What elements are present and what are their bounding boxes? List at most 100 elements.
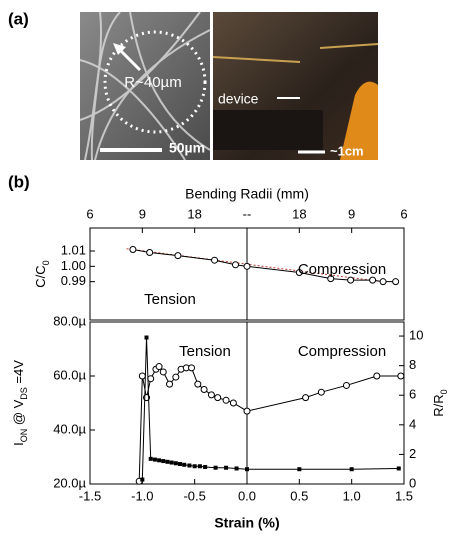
label-part: ON	[19, 429, 29, 443]
y2-tick-label: 10	[409, 327, 423, 342]
marker	[178, 462, 183, 467]
axis-label: ION @ VDS =4V	[11, 360, 29, 446]
marker	[229, 399, 237, 407]
x-tick-label: 0.5	[290, 488, 308, 503]
x2-tick-label: 18	[187, 206, 201, 221]
y-tick-label: 1.01	[61, 242, 86, 257]
x-tick-label: 1.5	[395, 488, 413, 503]
x-tick-label: 0.0	[238, 488, 256, 503]
marker	[379, 278, 387, 286]
x-tick-label: 1.0	[343, 488, 361, 503]
marker	[369, 276, 377, 284]
marker	[140, 477, 145, 482]
marker	[213, 465, 218, 470]
stage	[213, 110, 323, 150]
marker	[129, 245, 137, 253]
marker	[327, 275, 335, 283]
annotation: Compression	[298, 261, 386, 278]
marker	[138, 372, 146, 380]
annotation: ~1cm	[330, 143, 364, 158]
y2-tick-label: 2	[409, 446, 416, 461]
marker	[161, 459, 166, 464]
marker	[169, 460, 174, 465]
marker	[166, 380, 174, 388]
marker	[165, 459, 170, 464]
clamp	[340, 81, 378, 160]
arrow	[116, 46, 142, 72]
axis-label: C/C0	[33, 260, 51, 287]
marker	[347, 276, 355, 284]
marker	[194, 380, 202, 388]
y-tick-label: 0.99	[61, 273, 86, 288]
x-axis-title: Strain (%)	[214, 515, 279, 531]
marker	[243, 407, 251, 415]
marker	[200, 386, 208, 393]
y-tick-label: 60.0µ	[53, 367, 86, 382]
x-tick-label: -0.5	[183, 488, 205, 503]
annotation: R~40µm	[124, 74, 181, 91]
label-part: 0	[439, 389, 449, 394]
fibers	[79, 11, 211, 161]
marker	[317, 388, 325, 396]
marker	[302, 394, 310, 402]
y2-tick-label: 8	[409, 357, 416, 372]
marker	[152, 457, 157, 462]
label-part: I	[11, 442, 26, 446]
marker	[397, 372, 405, 380]
y2-tick-label: 0	[409, 475, 416, 490]
marker	[203, 464, 208, 469]
marker	[211, 256, 219, 264]
marker	[197, 464, 202, 469]
marker	[349, 467, 354, 472]
x2-tick-label: 6	[400, 206, 407, 221]
x2-tick-label: --	[243, 206, 252, 221]
marker	[159, 368, 167, 376]
marker	[157, 458, 162, 463]
marker	[342, 381, 350, 389]
label-part: DS	[19, 387, 29, 400]
label-part: 0	[41, 260, 51, 265]
annotation: Tension	[179, 343, 231, 360]
y-tick-label: 1.00	[61, 258, 86, 273]
label-part: =4V	[11, 360, 26, 387]
arrow-head	[113, 43, 126, 55]
radius-circle	[103, 30, 207, 134]
marker	[192, 464, 197, 469]
marker	[148, 456, 153, 461]
marker	[188, 364, 196, 372]
x2-tick-label: 6	[86, 206, 93, 221]
label-part: @ V	[11, 399, 26, 428]
marker	[222, 396, 230, 404]
marker	[234, 466, 239, 471]
panel-label: (a)	[8, 9, 29, 28]
x2-tick-label: 18	[292, 206, 306, 221]
marker	[396, 466, 401, 471]
label-part: R/R	[431, 394, 446, 416]
marker	[224, 465, 229, 470]
x2-tick-label: 9	[348, 206, 355, 221]
marker	[295, 268, 303, 276]
marker	[207, 391, 215, 399]
label-part: C/C	[33, 265, 48, 287]
marker	[392, 278, 400, 286]
marker	[231, 261, 239, 269]
probes	[212, 43, 379, 63]
annotation: device	[218, 91, 259, 107]
annotation: Compression	[298, 343, 386, 360]
marker	[187, 463, 192, 468]
marker	[146, 249, 154, 257]
x2-axis-title: Bending Radii (mm)	[185, 186, 309, 202]
marker	[245, 467, 249, 472]
marker	[174, 252, 182, 260]
annotation: Tension	[144, 291, 196, 308]
marker	[173, 461, 178, 466]
x-tick-label: -1.0	[131, 488, 153, 503]
y-tick-label: 20.0µ	[53, 475, 86, 490]
marker	[144, 335, 149, 340]
series-line	[141, 337, 399, 480]
marker	[172, 373, 180, 381]
marker	[214, 394, 222, 402]
y2-tick-label: 4	[409, 416, 416, 431]
marker	[297, 467, 302, 472]
